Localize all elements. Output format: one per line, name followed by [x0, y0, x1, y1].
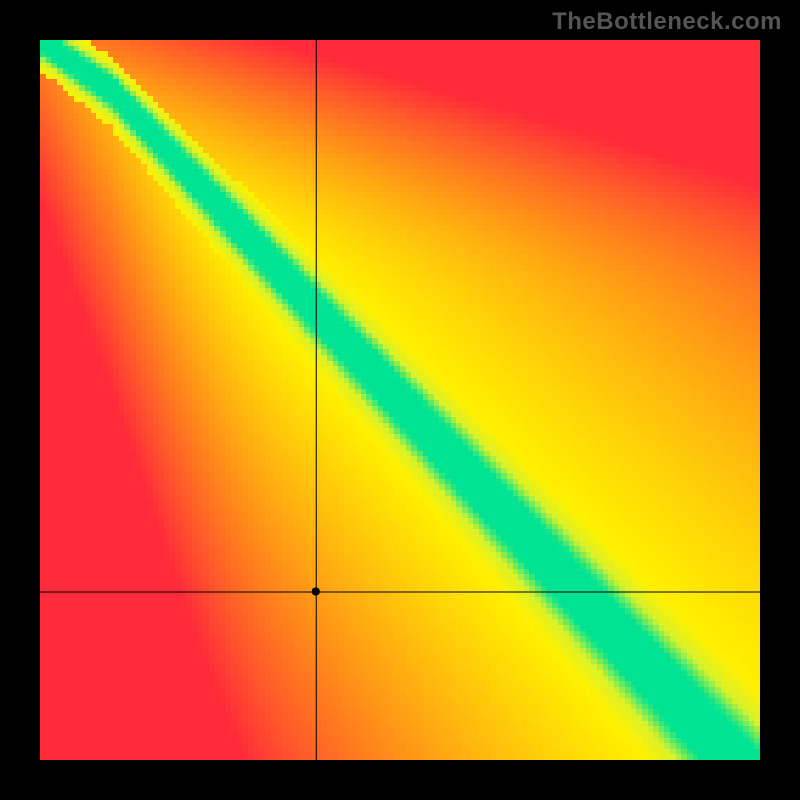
plot-area: [40, 40, 760, 760]
bottleneck-heatmap: [40, 40, 760, 760]
watermark-text: TheBottleneck.com: [552, 8, 782, 36]
stage: TheBottleneck.com: [0, 0, 800, 800]
